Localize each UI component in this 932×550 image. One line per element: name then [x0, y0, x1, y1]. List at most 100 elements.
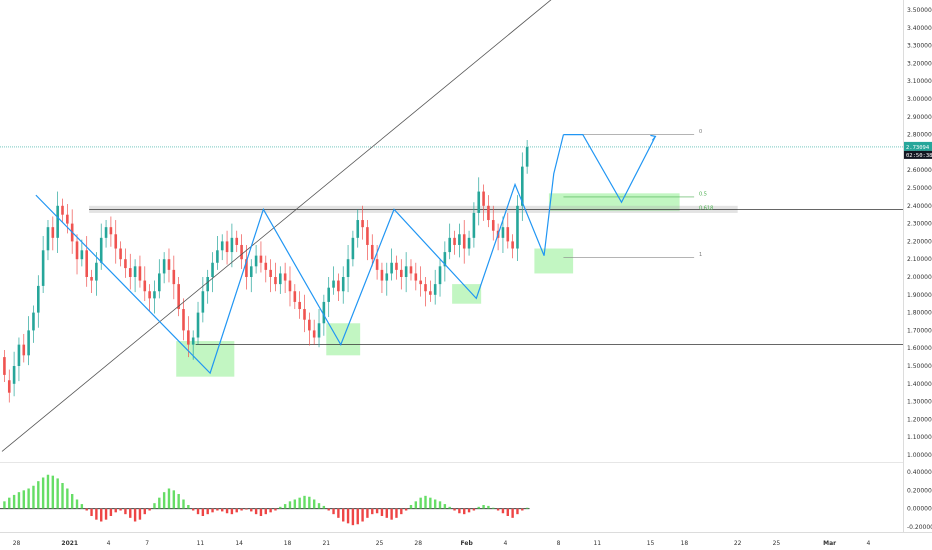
oscillator-bar: [317, 503, 321, 509]
candle-body: [337, 280, 340, 292]
price-tick-label: 1.60000: [907, 345, 932, 352]
oscillator-bar: [17, 492, 21, 509]
time-tick-label: 18: [284, 540, 292, 547]
price-tick-label: 2.00000: [907, 274, 932, 281]
oscillator-bar: [206, 508, 209, 515]
oscillator-bar: [201, 508, 205, 516]
candle-body: [293, 291, 297, 302]
oscillator-bar: [463, 508, 466, 515]
oscillator-tick-label: 0.40000: [907, 469, 932, 476]
oscillator-bar: [32, 485, 35, 509]
price-tick-label: 2.30000: [907, 221, 932, 228]
oscillator-bar: [414, 501, 418, 509]
fib-level-label: 0.5: [699, 191, 707, 197]
price-tick-label: 1.50000: [907, 363, 932, 370]
candle-body: [3, 357, 6, 375]
candle-body: [211, 262, 214, 277]
candle-body: [249, 266, 253, 277]
oscillator-bar: [240, 508, 243, 511]
oscillator-histogram: [0, 474, 530, 526]
time-tick-label: Mar: [823, 540, 836, 547]
candle-body: [162, 259, 166, 274]
oscillator-bar: [269, 508, 272, 513]
time-tick-label: 21: [322, 540, 330, 547]
time-tick-label: 2021: [61, 540, 78, 547]
oscillator-bar: [46, 474, 50, 509]
oscillator-bar: [511, 508, 514, 518]
oscillator-bar: [288, 501, 292, 509]
price-tick-label: 1.20000: [907, 416, 932, 423]
candle-body: [27, 330, 30, 356]
candle-body: [235, 237, 239, 245]
candle-body: [400, 269, 403, 277]
price-tick-label: 1.70000: [907, 327, 932, 334]
oscillator-bar: [37, 481, 40, 509]
oscillator-bar: [346, 508, 350, 524]
oscillator-bar: [167, 488, 171, 509]
candle-body: [458, 234, 461, 245]
oscillator-bar: [12, 494, 16, 509]
time-tick-label: 4: [107, 540, 111, 547]
candle-body: [191, 337, 195, 345]
current-price-badge: 2.73094 02:50:38: [904, 141, 932, 159]
oscillator-bar: [259, 508, 263, 516]
candle-body: [167, 259, 171, 270]
candle-body: [521, 166, 524, 206]
oscillator-bar: [366, 508, 369, 518]
fib-level-label: 0.618: [699, 206, 713, 212]
oscillator-bar: [85, 508, 88, 511]
candle-body: [80, 250, 84, 260]
oscillator-bar: [187, 505, 190, 509]
candle-body: [366, 227, 369, 245]
oscillator-bar: [196, 508, 200, 515]
price-tick-label: 1.00000: [907, 452, 932, 459]
oscillator-bar: [482, 505, 485, 509]
oscillator-bar: [51, 475, 55, 509]
oscillator-bar: [264, 508, 267, 515]
candle-body: [216, 250, 219, 263]
oscillator-bar: [216, 508, 219, 511]
oscillator-bar: [327, 508, 330, 511]
oscillator-bar: [443, 504, 447, 509]
candle-body: [322, 301, 326, 324]
oscillator-bar: [351, 508, 355, 526]
candle-body: [75, 241, 79, 260]
candle-body: [380, 269, 384, 281]
oscillator-bar: [492, 507, 495, 509]
candle-body: [56, 205, 59, 238]
candle-body: [443, 252, 447, 267]
candle-body: [424, 284, 427, 292]
candle-body: [138, 266, 142, 281]
candle-body: [143, 280, 147, 292]
oscillator-bar: [114, 508, 117, 513]
candle-body: [361, 220, 364, 228]
time-tick-label: 22: [734, 540, 742, 547]
price-tick-label: 2.40000: [907, 203, 932, 210]
price-tick-label: 1.80000: [907, 310, 932, 317]
oscillator-bar: [41, 477, 45, 509]
oscillator-bar: [322, 505, 326, 509]
fib-level-label: 0: [699, 129, 702, 135]
oscillator-bar: [496, 508, 500, 511]
candle-body: [220, 241, 224, 251]
candle-body: [274, 277, 277, 285]
time-tick-label: 28: [414, 540, 422, 547]
oscillator-bar: [419, 497, 422, 509]
oscillator-bar: [448, 506, 451, 509]
candle-body: [477, 191, 481, 213]
candle-body: [448, 237, 451, 253]
oscillator-bar: [100, 508, 103, 522]
candle-body: [283, 273, 287, 281]
price-badge-value: 2.73094: [906, 145, 930, 151]
oscillator-bar: [337, 508, 340, 518]
candle-body: [109, 227, 113, 235]
candle-body: [317, 323, 321, 338]
candle-body: [177, 284, 180, 310]
oscillator-bar: [66, 488, 69, 509]
time-axis[interactable]: 28 2021 4 7 11 14 18 21 25 28 Feb 4 8 11 15 18 22 25 Mar 4: [13, 540, 871, 547]
oscillator-bar: [158, 497, 161, 509]
oscillator-bar: [342, 508, 345, 522]
oscillator-bar: [390, 508, 393, 520]
oscillator-bar: [385, 508, 388, 518]
